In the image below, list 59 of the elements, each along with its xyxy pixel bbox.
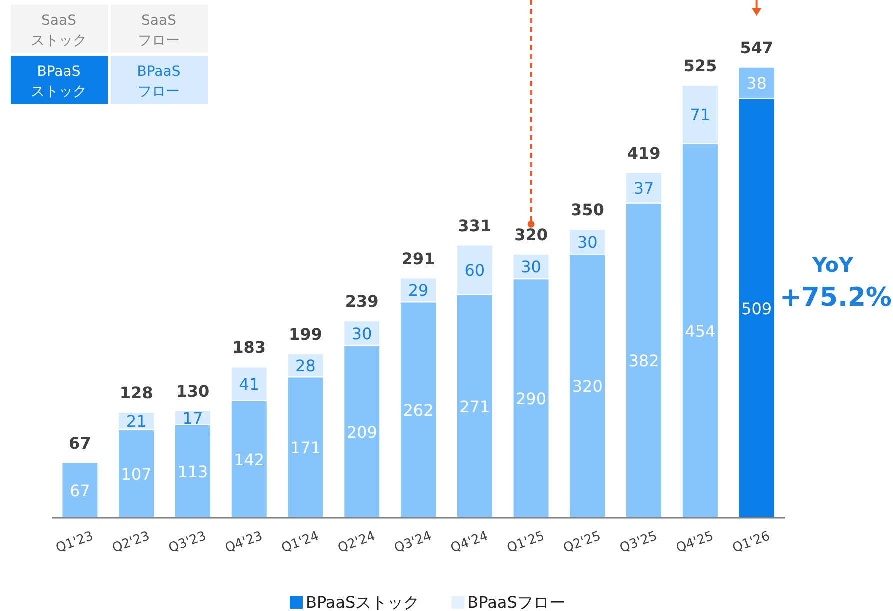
x-tick-label: Q1'23 xyxy=(54,529,96,556)
annotation: BPaaS ストック xyxy=(31,64,87,100)
total-label: 183 xyxy=(232,338,266,358)
total-label: 350 xyxy=(570,200,604,220)
data-label: 171 xyxy=(290,438,322,458)
total-label: 67 xyxy=(69,434,92,453)
x-tick-label: Q3'24 xyxy=(392,529,434,556)
data-label: 21 xyxy=(126,412,147,432)
data-label: 382 xyxy=(628,352,660,371)
total-label: 291 xyxy=(402,249,436,268)
annotation: BPaaS フロー xyxy=(137,64,181,100)
data-label: 67 xyxy=(70,481,90,500)
x-tick-label: Q1'26 xyxy=(730,529,772,556)
data-label: 29 xyxy=(408,281,429,300)
total-label: 239 xyxy=(345,292,379,312)
data-label: 30 xyxy=(577,233,598,252)
total-label: 419 xyxy=(627,144,661,163)
data-label: 271 xyxy=(460,397,490,416)
legend-label: BPaaSフロー xyxy=(468,593,566,611)
text: YoY xyxy=(812,253,854,277)
data-label: 209 xyxy=(346,422,378,442)
bar xyxy=(62,462,99,518)
segment-table: SaaS ストック SaaS フロー BPaaS ストック BPaaS フロー xyxy=(11,5,208,104)
data-label: 142 xyxy=(234,450,265,470)
data-label: 454 xyxy=(685,322,716,341)
x-tick-label: Q3'25 xyxy=(618,529,660,556)
x-tick-label: Q2'25 xyxy=(562,529,604,556)
x-tick-label: Q1'25 xyxy=(505,529,547,556)
x-tick-label: Q1'24 xyxy=(280,529,322,556)
x-tick-label: Q2'23 xyxy=(110,529,152,556)
data-label: 30 xyxy=(352,324,372,344)
x-tick-label: Q4'23 xyxy=(223,529,265,556)
data-label: 262 xyxy=(403,401,434,420)
x-tick-label: Q2'24 xyxy=(336,529,378,556)
data-label: 28 xyxy=(296,356,316,376)
total-label: 320 xyxy=(514,225,548,244)
data-label: 38 xyxy=(746,74,767,93)
data-label: 30 xyxy=(521,258,542,277)
data-label: 107 xyxy=(121,464,152,484)
data-label: 71 xyxy=(690,106,711,125)
legend-label: BPaaSストック xyxy=(306,593,420,611)
data-label: 37 xyxy=(634,179,654,198)
data-label: 41 xyxy=(239,375,260,394)
total-label: 130 xyxy=(176,382,210,401)
x-tick-label: Q3'23 xyxy=(167,529,208,556)
data-label: 290 xyxy=(516,390,547,409)
data-label: 60 xyxy=(464,261,486,280)
total-label: 547 xyxy=(740,38,774,58)
total-label: 331 xyxy=(458,216,492,236)
data-label: 113 xyxy=(178,462,208,482)
x-tick-label: Q4'25 xyxy=(674,529,716,556)
data-label: 17 xyxy=(182,408,204,428)
total-label: 128 xyxy=(120,384,154,403)
data-label: 320 xyxy=(572,377,603,396)
x-tick-label: Q4'24 xyxy=(448,529,490,556)
total-label: 199 xyxy=(289,325,322,344)
total-label: 525 xyxy=(684,56,718,76)
data-label: 509 xyxy=(742,299,772,318)
annotation: +75.2% xyxy=(780,283,892,313)
